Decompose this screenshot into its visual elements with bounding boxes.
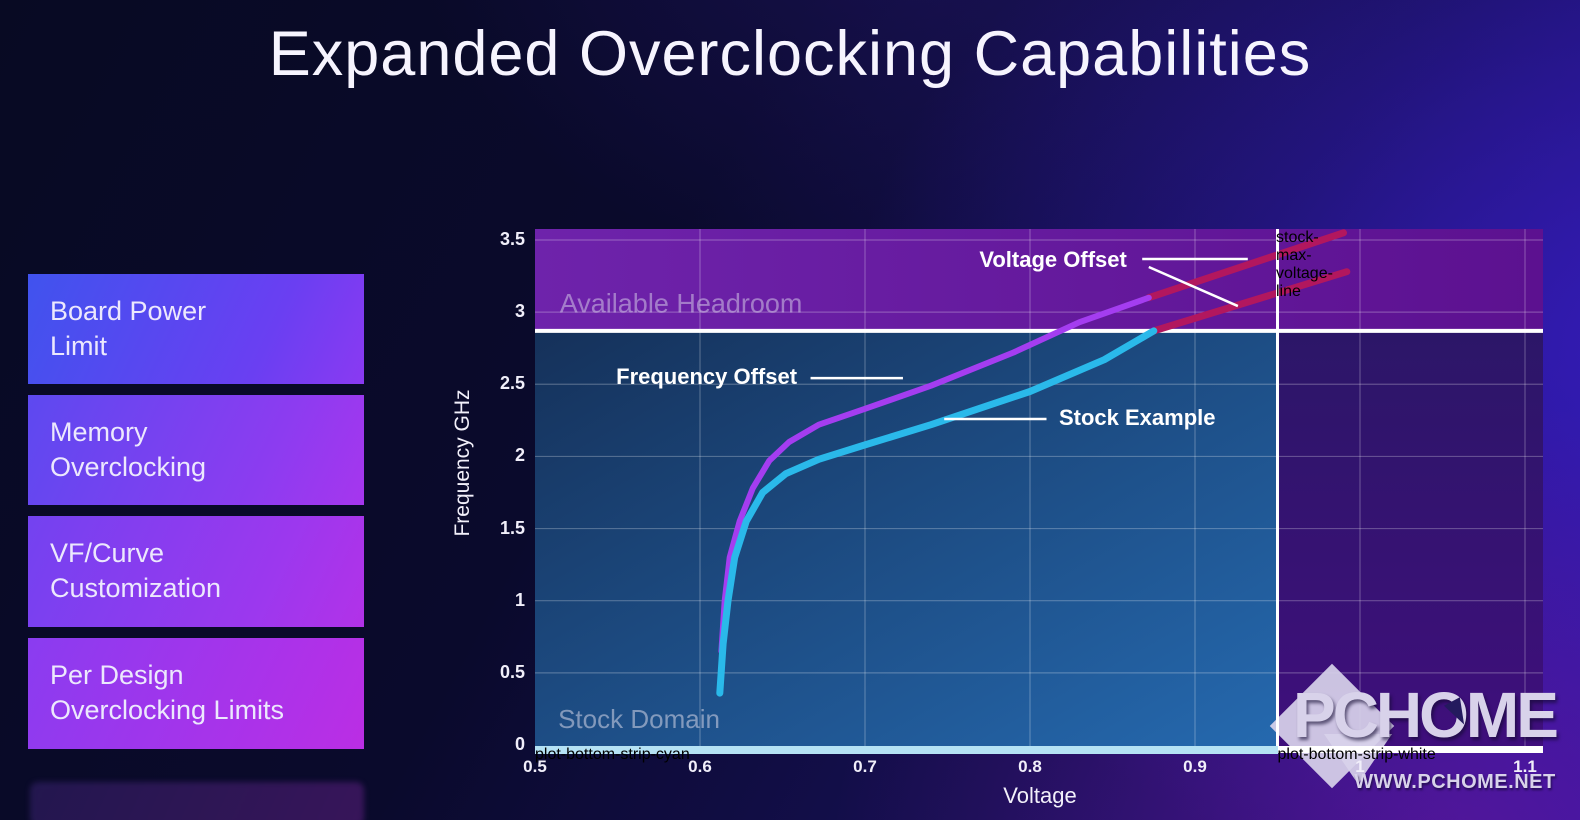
- feature-item-per-design-overclocking-limits: Per Design Overclocking Limits: [28, 638, 364, 749]
- pchome-url-text: WWW.PCHOME.NET: [1354, 771, 1556, 793]
- region-available-headroom: [535, 229, 1543, 331]
- region-stock-domain: [535, 330, 1278, 746]
- annotation-voltage-offset: Voltage Offset: [979, 247, 1127, 272]
- feature-item-vf-curve-customization: VF/Curve Customization: [28, 516, 364, 627]
- leader-line: [1148, 265, 1239, 308]
- feature-item-memory-overclocking: Memory Overclocking: [28, 395, 364, 505]
- feature-item-partial: [30, 782, 364, 820]
- annotation-stock-example: Stock Example: [1059, 405, 1216, 430]
- pchome-pointer-icon: [1324, 734, 1392, 784]
- feature-item-board-power-limit: Board Power Limit: [28, 274, 364, 384]
- feature-list: Board Power Limit Memory Overclocking VF/Cur…: [28, 274, 364, 760]
- series-stock-example-voltage-offset-extension: [1150, 268, 1351, 335]
- series-frequency-offset: [718, 294, 1152, 655]
- pchome-logo-text: PCHOME: [1293, 679, 1559, 751]
- vf-curve-plot: Voltage Offset Frequency Offset Stock Exam…: [535, 229, 1543, 746]
- series-stock-example: [716, 327, 1158, 697]
- region-label-available-headroom: Available Headroom: [560, 288, 803, 318]
- series-frequency-offset-voltage-offset-extension: [1145, 229, 1347, 302]
- page-title: Expanded Overclocking Capabilities: [268, 19, 1312, 89]
- annotation-frequency-offset: Frequency Offset: [616, 364, 798, 389]
- region-label-stock-domain: Stock Domain: [558, 704, 720, 734]
